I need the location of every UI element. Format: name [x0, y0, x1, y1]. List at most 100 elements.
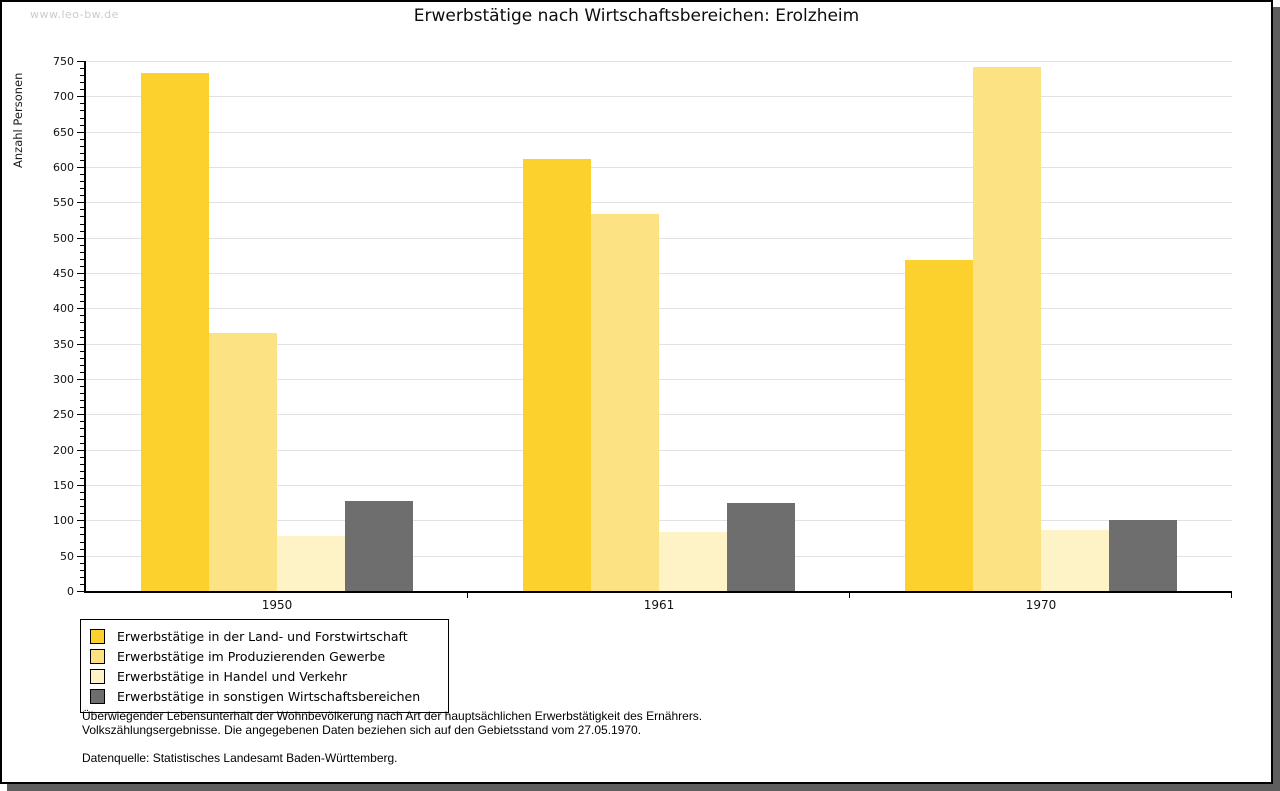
y-minor-tick	[80, 315, 84, 316]
y-minor-tick	[80, 139, 84, 140]
y-minor-tick	[80, 506, 84, 507]
y-tick-label-150: 150	[53, 479, 74, 492]
y-minor-tick	[80, 393, 84, 394]
y-major-tick-550	[77, 202, 84, 203]
y-minor-tick	[80, 287, 84, 288]
legend: Erwerbstätige in der Land- und Forstwirt…	[80, 619, 449, 713]
bar-1961-series-3	[659, 532, 727, 591]
legend-item-1: Erwerbstätige in der Land- und Forstwirt…	[89, 626, 440, 646]
y-tick-label-600: 600	[53, 161, 74, 174]
site-watermark: www.leo-bw.de	[30, 8, 119, 21]
legend-label-1: Erwerbstätige in der Land- und Forstwirt…	[117, 628, 408, 644]
y-major-tick-50	[77, 556, 84, 557]
data-source: Datenquelle: Statistisches Landesamt Bad…	[82, 751, 398, 765]
gridline-400	[86, 308, 1232, 309]
gridline-700	[86, 96, 1232, 97]
y-minor-tick	[80, 372, 84, 373]
y-minor-tick	[80, 125, 84, 126]
y-minor-tick	[80, 464, 84, 465]
gridline-100	[86, 520, 1232, 521]
y-minor-tick	[80, 195, 84, 196]
gridline-600	[86, 167, 1232, 168]
gridline-550	[86, 202, 1232, 203]
y-minor-tick	[80, 301, 84, 302]
y-minor-tick	[80, 492, 84, 493]
y-tick-label-50: 50	[60, 550, 74, 563]
y-tick-label-450: 450	[53, 267, 74, 280]
y-minor-tick	[80, 68, 84, 69]
y-minor-tick	[80, 358, 84, 359]
y-minor-tick	[80, 245, 84, 246]
legend-swatch-1	[90, 628, 105, 644]
bar-1950-series-2	[209, 333, 277, 591]
bar-1950-series-4	[345, 501, 413, 591]
y-minor-tick	[80, 549, 84, 550]
y-major-tick-400	[77, 308, 84, 309]
y-tick-label-350: 350	[53, 338, 74, 351]
y-minor-tick	[80, 209, 84, 210]
y-minor-tick	[80, 542, 84, 543]
y-minor-tick	[80, 337, 84, 338]
y-minor-tick	[80, 188, 84, 189]
chart-title: Erwerbstätige nach Wirtschaftsbereichen:…	[413, 6, 860, 26]
y-minor-tick	[80, 421, 84, 422]
gridline-750	[86, 61, 1232, 62]
gridline-500	[86, 238, 1232, 239]
y-minor-tick	[80, 75, 84, 76]
y-major-tick-500	[77, 238, 84, 239]
y-major-tick-300	[77, 379, 84, 380]
y-minor-tick	[80, 386, 84, 387]
y-tick-label-500: 500	[53, 232, 74, 245]
bar-1950-series-1	[141, 73, 209, 591]
y-tick-label-650: 650	[53, 126, 74, 139]
bar-1970-series-3	[1041, 530, 1109, 591]
bar-1970-series-2	[973, 67, 1041, 591]
y-minor-tick	[80, 457, 84, 458]
gridline-350	[86, 344, 1232, 345]
y-major-tick-150	[77, 485, 84, 486]
bar-1970-series-4	[1109, 520, 1177, 591]
y-major-tick-650	[77, 132, 84, 133]
y-major-tick-750	[77, 61, 84, 62]
legend-swatch-4	[90, 688, 105, 704]
bar-1961-series-4	[727, 503, 795, 591]
y-tick-label-200: 200	[53, 444, 74, 457]
footnote-line-2: Volkszählungsergebnisse. Die angegebenen…	[82, 723, 642, 737]
bar-1970-series-1	[905, 260, 973, 591]
y-minor-tick	[80, 534, 84, 535]
gridline-300	[86, 379, 1232, 380]
y-minor-tick	[80, 577, 84, 578]
y-major-tick-350	[77, 344, 84, 345]
footnote-line-1: Überwiegender Lebensunterhalt der Wohnbe…	[82, 709, 703, 723]
y-minor-tick	[80, 110, 84, 111]
y-axis-label: Anzahl Personen	[11, 72, 25, 168]
y-major-tick-450	[77, 273, 84, 274]
y-minor-tick	[80, 181, 84, 182]
legend-swatch-3	[90, 668, 105, 684]
y-minor-tick	[80, 153, 84, 154]
y-minor-tick	[80, 118, 84, 119]
legend-item-2: Erwerbstätige im Produzierenden Gewerbe	[89, 646, 440, 666]
y-minor-tick	[80, 436, 84, 437]
gridline-250	[86, 414, 1232, 415]
y-minor-tick	[80, 322, 84, 323]
bar-1950-series-3	[277, 536, 345, 591]
y-major-tick-250	[77, 414, 84, 415]
y-minor-tick	[80, 584, 84, 585]
y-minor-tick	[80, 527, 84, 528]
y-tick-label-400: 400	[53, 302, 74, 315]
legend-swatch-2	[90, 648, 105, 664]
y-minor-tick	[80, 174, 84, 175]
legend-item-4: Erwerbstätige in sonstigen Wirtschaftsbe…	[89, 686, 440, 706]
y-minor-tick	[80, 82, 84, 83]
x-boundary-tick-3	[1231, 593, 1232, 598]
legend-label-4: Erwerbstätige in sonstigen Wirtschaftsbe…	[117, 688, 421, 704]
y-major-tick-200	[77, 450, 84, 451]
y-minor-tick	[80, 478, 84, 479]
x-axis-label-1970: 1970	[1025, 598, 1057, 612]
x-boundary-tick-2	[849, 593, 850, 598]
y-minor-tick	[80, 160, 84, 161]
y-tick-label-0: 0	[67, 585, 74, 598]
y-minor-tick	[80, 443, 84, 444]
